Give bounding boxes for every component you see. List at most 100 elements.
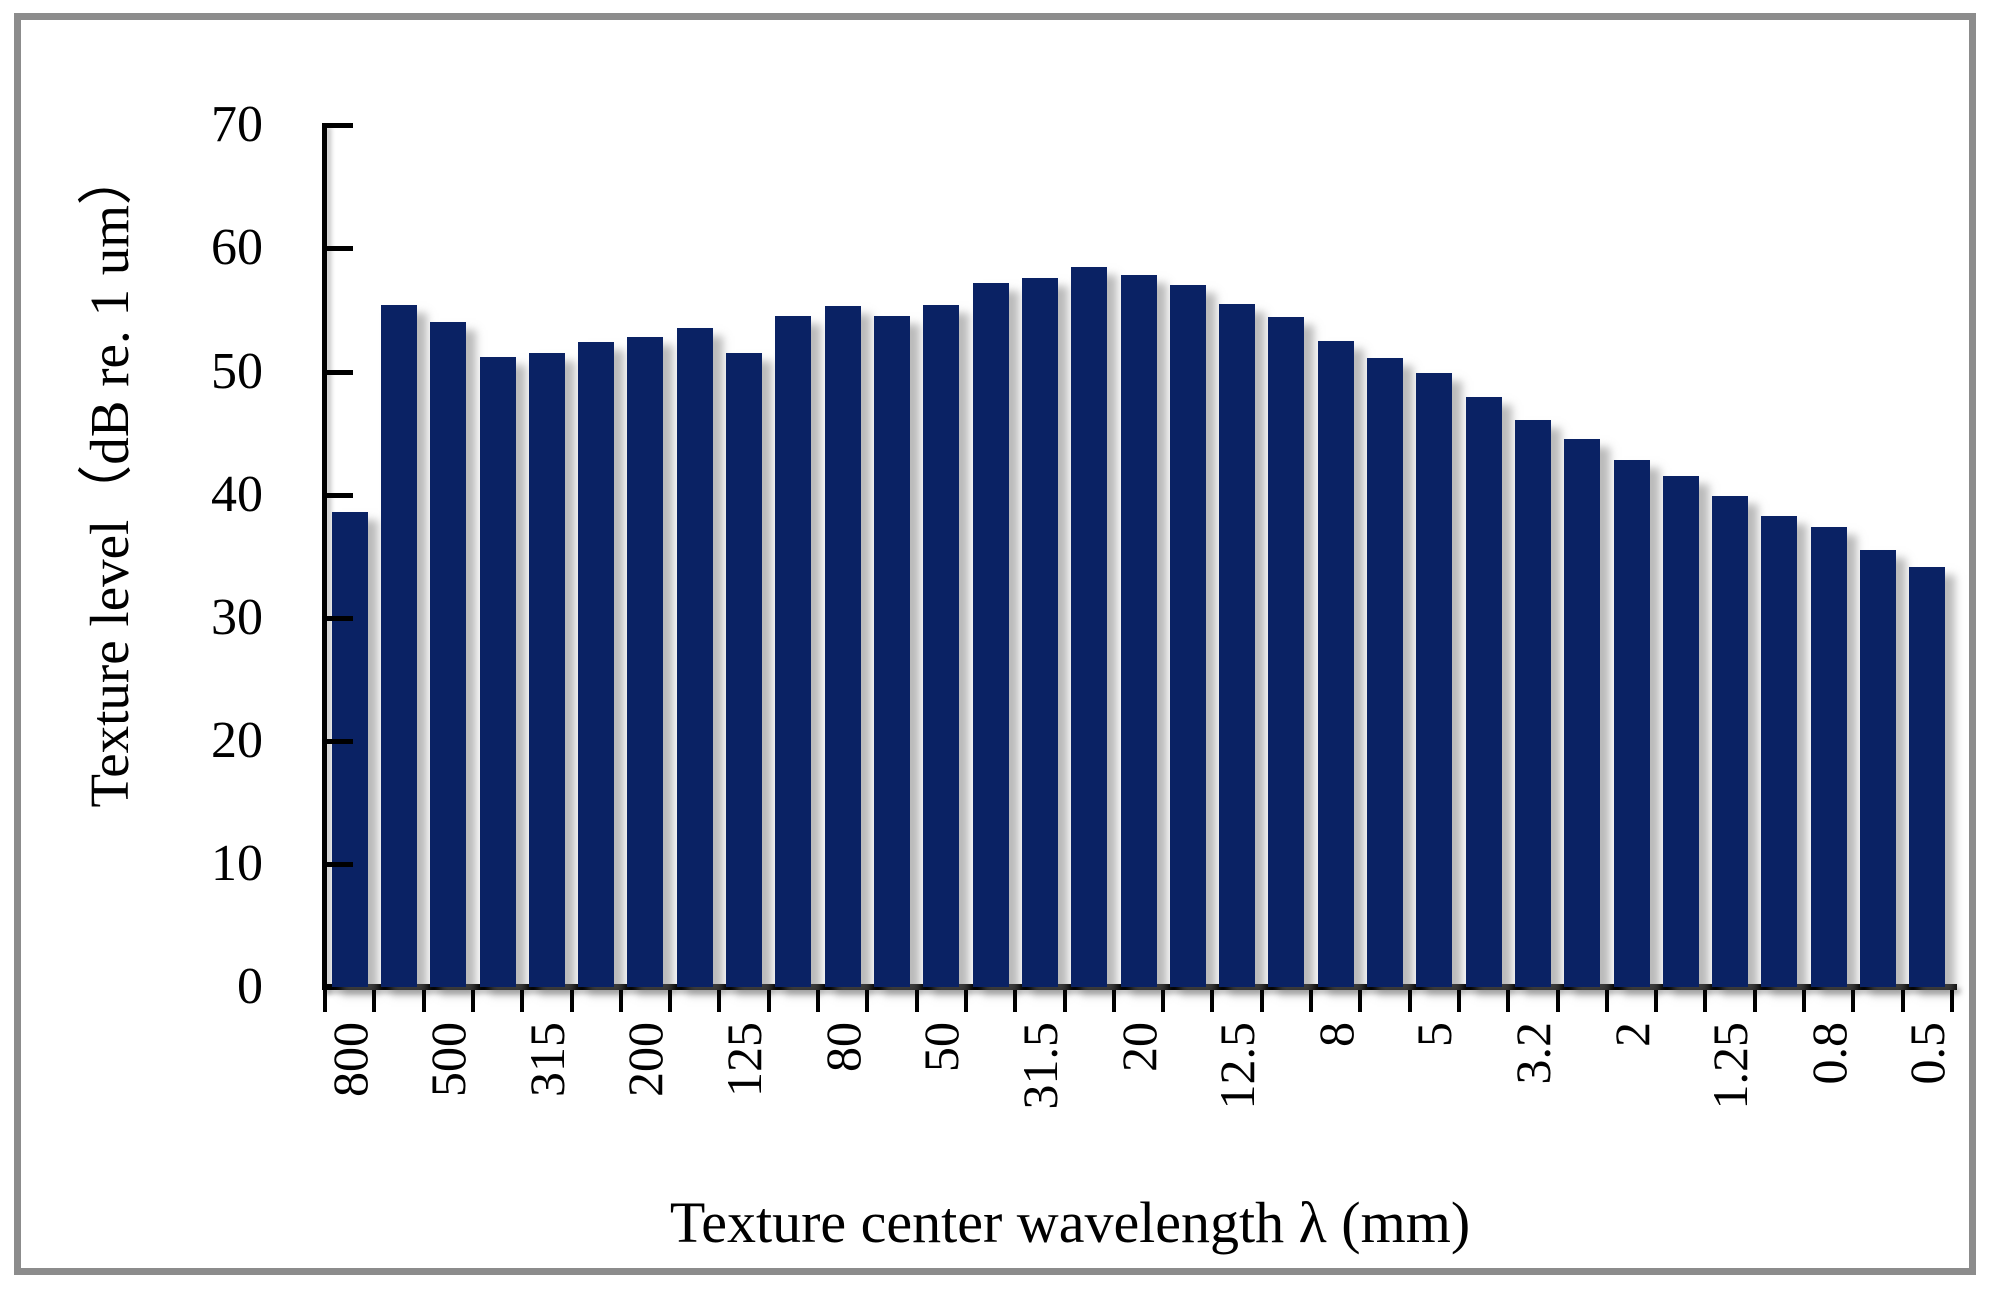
x-axis-tick [1901,990,1905,1012]
x-tick-label: 125 [716,1022,772,1097]
bar [1909,567,1945,987]
bar [480,357,516,987]
x-axis-tick [1556,990,1560,1012]
y-axis-tick [327,862,353,867]
x-axis-tick [570,990,574,1012]
x-tick-label: 8 [1308,1022,1364,1047]
x-axis-tick [1506,990,1510,1012]
bar [1071,267,1107,987]
x-axis-tick [1802,990,1806,1012]
bar [381,305,417,987]
bar [1268,317,1304,987]
bar [1663,476,1699,987]
x-axis-tick [1654,990,1658,1012]
bar [1367,358,1403,987]
x-tick-label: 31.5 [1012,1022,1068,1110]
x-axis-tick [372,990,376,1012]
x-tick-label: 800 [322,1022,378,1097]
bar [1860,550,1896,987]
y-tick-label: 40 [211,466,263,523]
y-axis-line [322,123,327,990]
bar [874,316,910,987]
bar [1318,341,1354,987]
bar [825,306,861,987]
x-tick-label: 50 [913,1022,969,1072]
x-axis-title: Texture center wavelength λ (mm) [669,1190,1471,1255]
y-axis-tick [327,493,353,498]
bar [1170,285,1206,987]
x-axis-tick [471,990,475,1012]
bar [1466,397,1502,987]
x-tick-label: 315 [519,1022,575,1097]
x-axis-tick [1112,990,1116,1012]
bar [923,305,959,987]
x-axis-tick [1605,990,1609,1012]
x-axis-tick [865,990,869,1012]
x-axis-tick [1851,990,1855,1012]
bar [430,322,466,987]
bar [1614,460,1650,987]
x-tick-label: 0.5 [1899,1022,1955,1085]
bar [1121,275,1157,987]
x-axis-tick [1210,990,1214,1012]
x-axis-tick [1703,990,1707,1012]
x-axis-tick [1457,990,1461,1012]
x-tick-label: 3.2 [1505,1022,1561,1085]
x-axis-tick [915,990,919,1012]
bar [677,328,713,987]
y-axis-title: Texture level（dB re. 1 um） [79,150,140,808]
y-tick-label: 0 [237,958,263,1015]
y-axis-tick [327,739,353,744]
bar [578,342,614,987]
y-axis-tick [327,246,353,251]
x-axis-tick [422,990,426,1012]
x-axis-tick [964,990,968,1012]
x-tick-label: 0.8 [1801,1022,1857,1085]
x-tick-label: 1.25 [1702,1022,1758,1110]
x-axis-line [322,984,1957,990]
x-axis-tick [1013,990,1017,1012]
x-tick-label: 200 [617,1022,673,1097]
x-tick-label: 500 [420,1022,476,1097]
x-axis-tick [323,990,327,1012]
x-tick-label: 2 [1604,1022,1660,1047]
bar [726,353,762,987]
bar [627,337,663,987]
x-axis-tick [1309,990,1313,1012]
x-axis-tick [767,990,771,1012]
bar [1761,516,1797,987]
y-tick-label: 60 [211,219,263,276]
x-axis-tick [1260,990,1264,1012]
bar [529,353,565,987]
y-axis-tick [327,123,353,128]
y-tick-label: 10 [211,835,263,892]
x-tick-label: 12.5 [1209,1022,1265,1110]
bar [1564,439,1600,987]
bar [332,512,368,987]
x-axis-tick [1358,990,1362,1012]
y-axis-tick [327,370,353,375]
x-axis-tick [619,990,623,1012]
y-tick-label: 20 [211,712,263,769]
x-axis-tick [717,990,721,1012]
x-axis-tick [1063,990,1067,1012]
x-tick-label: 5 [1406,1022,1462,1047]
y-tick-label: 50 [211,343,263,400]
y-tick-label: 70 [211,96,263,153]
x-tick-label: 80 [815,1022,871,1072]
x-axis-tick [520,990,524,1012]
x-tick-label: 20 [1111,1022,1167,1072]
x-axis-tick [1408,990,1412,1012]
y-tick-label: 30 [211,589,263,646]
y-axis-tick [327,616,353,621]
bar [1712,496,1748,987]
bar [775,316,811,987]
x-axis-tick [816,990,820,1012]
x-axis-tick [1753,990,1757,1012]
bar [1811,527,1847,987]
x-axis-tick [1950,990,1954,1012]
bar [1416,373,1452,987]
bar [1022,278,1058,987]
bar [1515,420,1551,987]
